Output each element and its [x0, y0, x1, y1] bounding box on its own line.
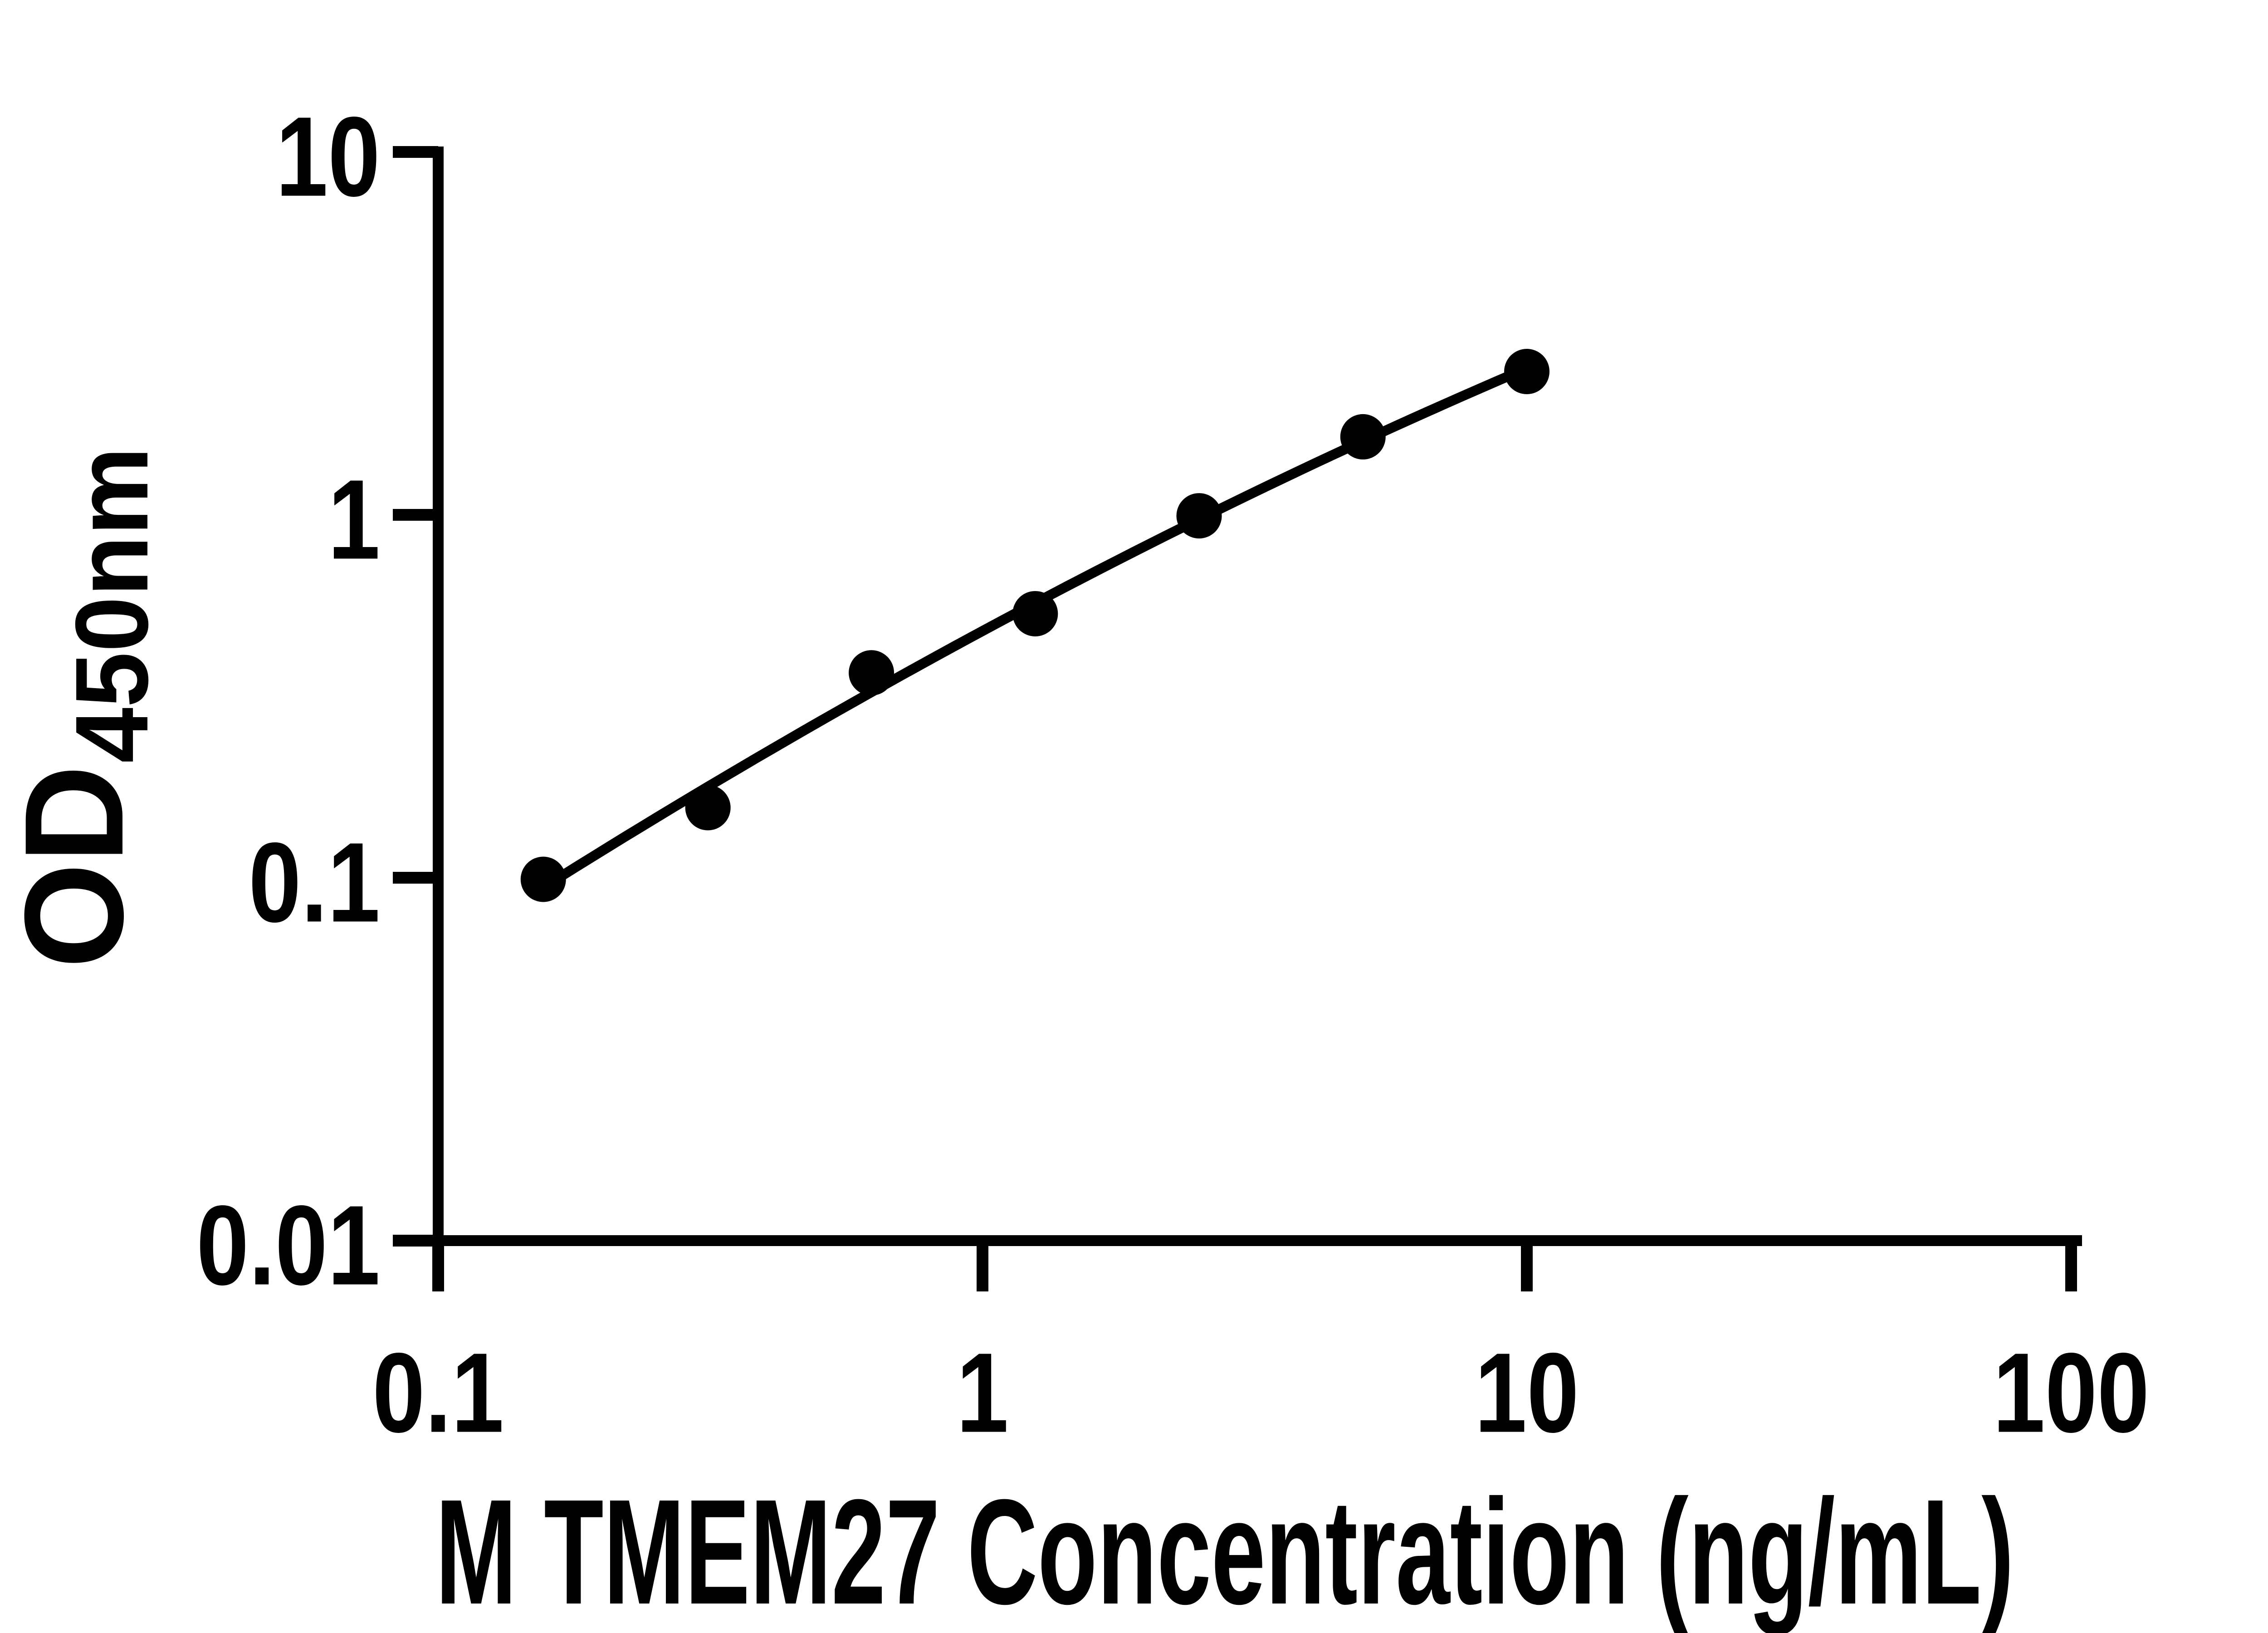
y-axis-title-sub: 450nm: [54, 447, 170, 763]
data-point-marker: [520, 856, 566, 902]
y-tick-label: 0.1: [249, 819, 380, 946]
axis-ticks: [393, 146, 2077, 1291]
data-point-marker: [1504, 349, 1549, 395]
x-tick-label: 1: [957, 1330, 1009, 1456]
x-tick-label: 100: [1993, 1330, 2150, 1456]
axis-tick-labels: 10 1 0.1 0.01 0.1 1 10 100: [196, 93, 2150, 1456]
x-axis-title: M TMEM27 Concentration (ng/mL): [435, 1468, 2014, 1633]
y-axis-title-main: OD: [0, 765, 152, 968]
x-tick-label: 0.1: [372, 1330, 504, 1456]
y-tick-label: 0.01: [196, 1182, 380, 1309]
data-point-marker: [1340, 414, 1386, 460]
data-point-marker: [685, 785, 731, 831]
y-axis-title: OD 450nm: [0, 447, 170, 968]
data-point-marker: [1176, 493, 1222, 539]
data-point-markers: [520, 349, 1549, 902]
data-point-marker: [1012, 591, 1058, 636]
x-tick-label: 10: [1475, 1330, 1579, 1456]
y-tick-label: 10: [276, 93, 380, 220]
data-point-marker: [849, 650, 894, 696]
axes: [433, 147, 2082, 1246]
y-tick-label: 1: [328, 456, 380, 583]
